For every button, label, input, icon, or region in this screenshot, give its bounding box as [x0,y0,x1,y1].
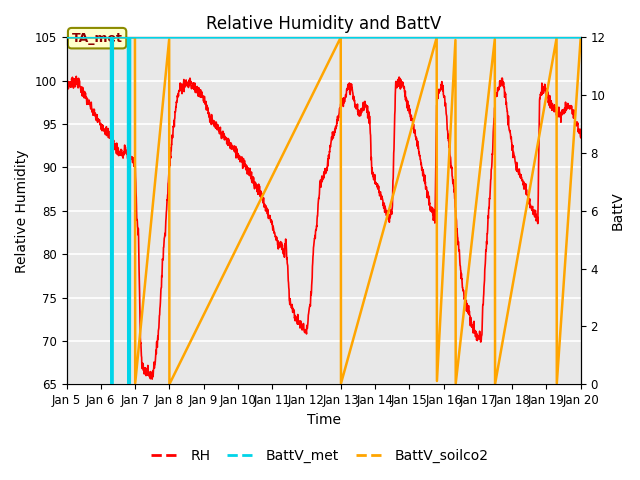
Legend: RH, BattV_met, BattV_soilco2: RH, BattV_met, BattV_soilco2 [146,443,494,468]
Y-axis label: BattV: BattV [611,192,625,230]
X-axis label: Time: Time [307,413,340,427]
Title: Relative Humidity and BattV: Relative Humidity and BattV [206,15,441,33]
Text: TA_met: TA_met [72,32,122,45]
Y-axis label: Relative Humidity: Relative Humidity [15,149,29,273]
